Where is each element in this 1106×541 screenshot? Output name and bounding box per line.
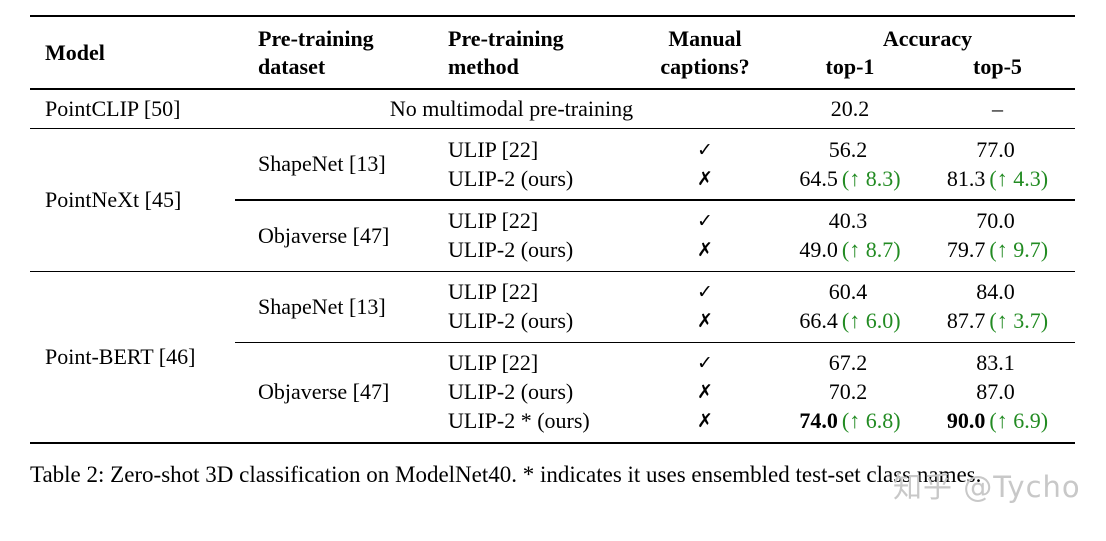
top1-value: 20.2: [830, 96, 870, 122]
top1-value: 74.0: [799, 408, 838, 434]
top1-delta: (↑ 8.7): [841, 237, 901, 263]
top1-value: 40.3: [828, 208, 868, 234]
dataset-cell: ShapeNet [13]: [258, 293, 386, 319]
crossmark-icon: ✗: [697, 167, 713, 190]
table-row: ULIP [22] ✓ 40.3 70.0: [433, 207, 1075, 236]
table-row: ULIP [22] ✓ 56.2 77.0: [433, 135, 1075, 164]
model-cell: PointNeXt [45]: [45, 186, 182, 212]
top5-value: 87.0: [976, 379, 1015, 405]
table-row-pointclip: PointCLIP [50] No multimodal pre-trainin…: [30, 90, 1075, 128]
top5-value: 90.0: [946, 408, 986, 434]
top1-value: 66.4: [799, 308, 838, 334]
column-header-model: Model: [45, 39, 105, 65]
method-cell: ULIP-2 (ours): [448, 308, 574, 334]
top5-delta: (↑ 3.7): [989, 308, 1049, 334]
top5-value: 87.7: [946, 308, 986, 334]
top5-value: 84.0: [976, 279, 1015, 305]
top1-value: 56.2: [828, 136, 868, 162]
method-cell: ULIP-2 (ours): [448, 379, 574, 405]
group-pointnext: PointNeXt [45] ShapeNet [13] ULIP [22] ✓…: [30, 129, 1075, 270]
top5-value: 83.1: [976, 350, 1015, 376]
column-header-captions: Manual captions?: [660, 25, 750, 79]
top5-value: 79.7: [946, 237, 986, 263]
method-cell: ULIP-2 * (ours): [448, 408, 590, 434]
top1-value: 49.0: [799, 237, 838, 263]
top1-value: 64.5: [799, 165, 838, 191]
no-pretraining-note: No multimodal pre-training: [389, 96, 634, 122]
rule-divider-header: [30, 88, 1075, 91]
block-pointnext-objaverse: Objaverse [47] ULIP [22] ✓ 40.3 70.0 ULI…: [243, 201, 1075, 271]
results-table: Model Pre-training dataset Pre-training …: [30, 15, 1075, 445]
column-header-accuracy: Accuracy top-1 top-5: [780, 25, 1075, 81]
block-pointnext-shapenet: ShapeNet [13] ULIP [22] ✓ 56.2 77.0 ULIP…: [243, 129, 1075, 199]
top5-value: 70.0: [976, 208, 1015, 234]
rule-divider-partial: [235, 199, 1075, 201]
block-pointbert-objaverse: Objaverse [47] ULIP [22] ✓ 67.2 83.1 ULI…: [243, 343, 1075, 442]
top1-value: 67.2: [828, 350, 868, 376]
top5-delta: (↑ 6.9): [989, 408, 1049, 434]
accuracy-group-header: Accuracy: [882, 25, 973, 51]
table-row: ULIP-2 (ours) ✗ 64.5 (↑ 8.3) 81.3 (↑ 4.3): [433, 164, 1075, 193]
table-header-row: Model Pre-training dataset Pre-training …: [30, 17, 1075, 88]
checkmark-icon: ✓: [697, 352, 713, 375]
crossmark-icon: ✗: [697, 410, 713, 433]
dataset-cell: Objaverse [47]: [258, 379, 390, 405]
top1-delta: (↑ 6.8): [841, 408, 901, 434]
top5-delta: (↑ 4.3): [989, 165, 1049, 191]
group-pointbert: Point-BERT [46] ShapeNet [13] ULIP [22] …: [30, 272, 1075, 442]
table-row: ULIP-2 (ours) ✗ 49.0 (↑ 8.7) 79.7 (↑ 9.7): [433, 236, 1075, 265]
checkmark-icon: ✓: [697, 281, 713, 304]
column-header-dataset: Pre-training dataset: [258, 25, 374, 79]
model-cell: PointCLIP [50]: [45, 96, 181, 122]
table-caption: Table 2: Zero-shot 3D classification on …: [30, 462, 982, 487]
rule-divider-bottom: [30, 441, 1075, 445]
checkmark-icon: ✓: [697, 138, 713, 161]
block-pointbert-shapenet: ShapeNet [13] ULIP [22] ✓ 60.4 84.0 ULIP…: [243, 272, 1075, 342]
rule-divider: [30, 270, 1075, 272]
dataset-cell: ShapeNet [13]: [258, 151, 386, 177]
column-header-top1: top-1: [825, 53, 875, 79]
column-header-top5: top-5: [973, 53, 1022, 79]
method-cell: ULIP-2 (ours): [448, 237, 574, 263]
method-cell: ULIP [22]: [448, 279, 539, 305]
top5-delta: (↑ 9.7): [989, 237, 1049, 263]
method-cell: ULIP [22]: [448, 350, 539, 376]
table-row: ULIP [22] ✓ 67.2 83.1: [433, 349, 1075, 378]
crossmark-icon: ✗: [697, 310, 713, 333]
top1-delta: (↑ 8.3): [841, 165, 901, 191]
table-row: ULIP [22] ✓ 60.4 84.0: [433, 278, 1075, 307]
method-cell: ULIP [22]: [448, 136, 539, 162]
table-row-best: ULIP-2 * (ours) ✗ 74.0 (↑ 6.8) 90.0 (↑ 6.9…: [433, 407, 1075, 436]
model-cell: Point-BERT [46]: [45, 343, 196, 369]
table-row: ULIP-2 (ours) ✗ 66.4 (↑ 6.0) 87.7 (↑ 3.7): [433, 307, 1075, 336]
dataset-cell: Objaverse [47]: [258, 222, 390, 248]
rule-divider-partial: [235, 341, 1075, 343]
table-row: ULIP-2 (ours) ✗ 70.2 87.0: [433, 378, 1075, 407]
checkmark-icon: ✓: [697, 210, 713, 233]
top1-value: 60.4: [828, 279, 868, 305]
rule-divider: [30, 128, 1075, 130]
rule-divider-top: [30, 15, 1075, 18]
method-cell: ULIP [22]: [448, 208, 539, 234]
crossmark-icon: ✗: [697, 381, 713, 404]
column-header-method: Pre-training method: [448, 25, 564, 79]
crossmark-icon: ✗: [697, 239, 713, 262]
top1-value: 70.2: [828, 379, 868, 405]
method-cell: ULIP-2 (ours): [448, 165, 574, 191]
top5-value: 81.3: [946, 165, 986, 191]
top5-value: 77.0: [976, 136, 1015, 162]
top1-delta: (↑ 6.0): [841, 308, 901, 334]
top5-value: –: [992, 96, 1003, 122]
